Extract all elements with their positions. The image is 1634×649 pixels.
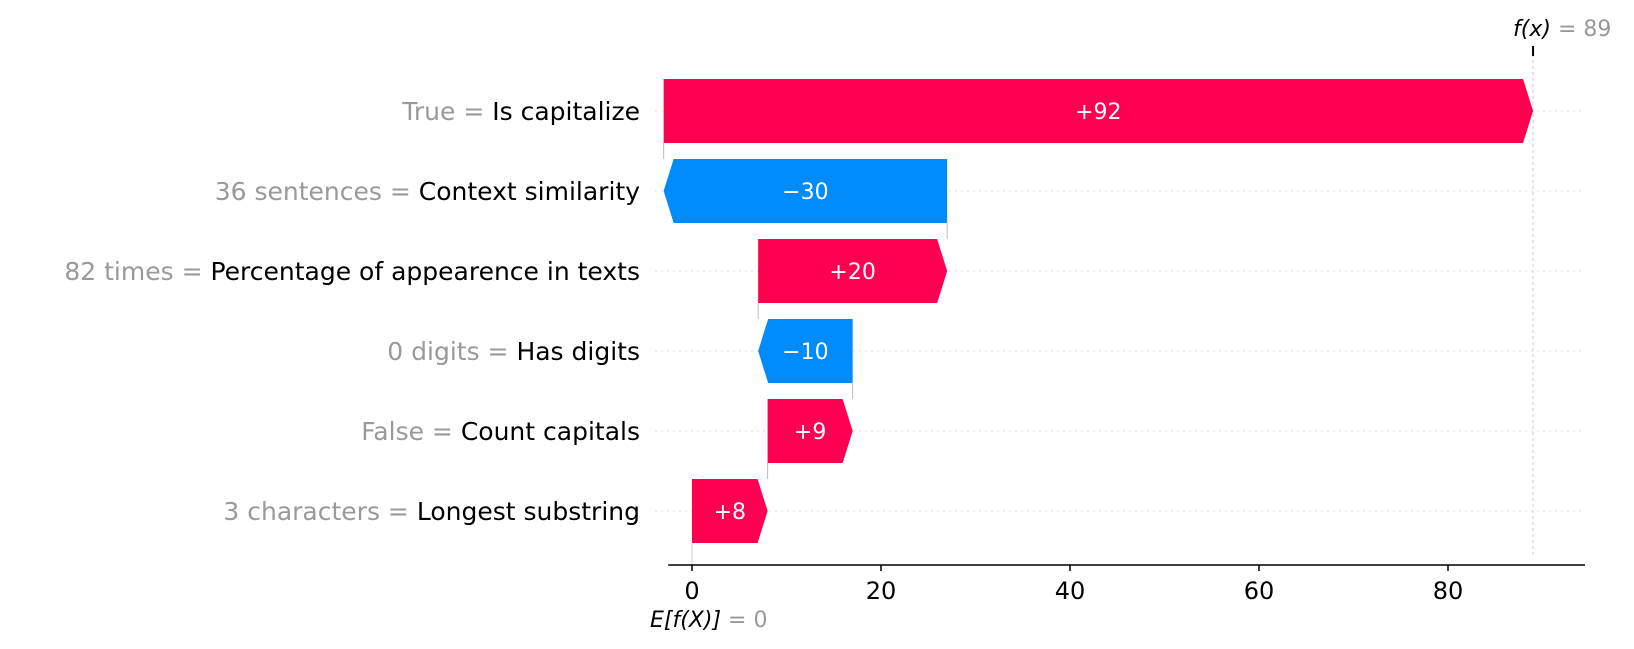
- feature-label: True = Is capitalize: [401, 97, 640, 126]
- positive-bar: [758, 239, 948, 303]
- feature-label: 3 characters = Longest substring: [223, 497, 640, 526]
- bar-value-label: −30: [782, 180, 828, 205]
- x-tick-label: 20: [866, 577, 897, 605]
- feature-label: 82 times = Percentage of appearence in t…: [64, 257, 640, 286]
- feature-label: 36 sentences = Context similarity: [215, 177, 640, 206]
- positive-bar: [663, 79, 1534, 143]
- positive-bar: [692, 479, 768, 543]
- positive-bar: [767, 399, 853, 463]
- fx-annotation: f(x) = 89: [1513, 17, 1611, 42]
- x-tick-label: 60: [1244, 577, 1275, 605]
- x-tick-label: 80: [1433, 577, 1464, 605]
- bar-value-label: +9: [794, 420, 826, 445]
- x-tick-label: 40: [1055, 577, 1086, 605]
- bar-value-label: +20: [829, 260, 875, 285]
- x-tick-label: 0: [684, 577, 699, 605]
- base-value-annotation: E[f(X)] = 0: [650, 608, 767, 633]
- negative-bar: [758, 319, 853, 383]
- feature-label: False = Count capitals: [361, 417, 640, 446]
- feature-label: 0 digits = Has digits: [387, 337, 640, 366]
- negative-bar: [663, 159, 948, 223]
- bar-value-label: +8: [714, 500, 746, 525]
- bar-value-label: −10: [782, 340, 828, 365]
- bar-value-label: +92: [1075, 100, 1121, 125]
